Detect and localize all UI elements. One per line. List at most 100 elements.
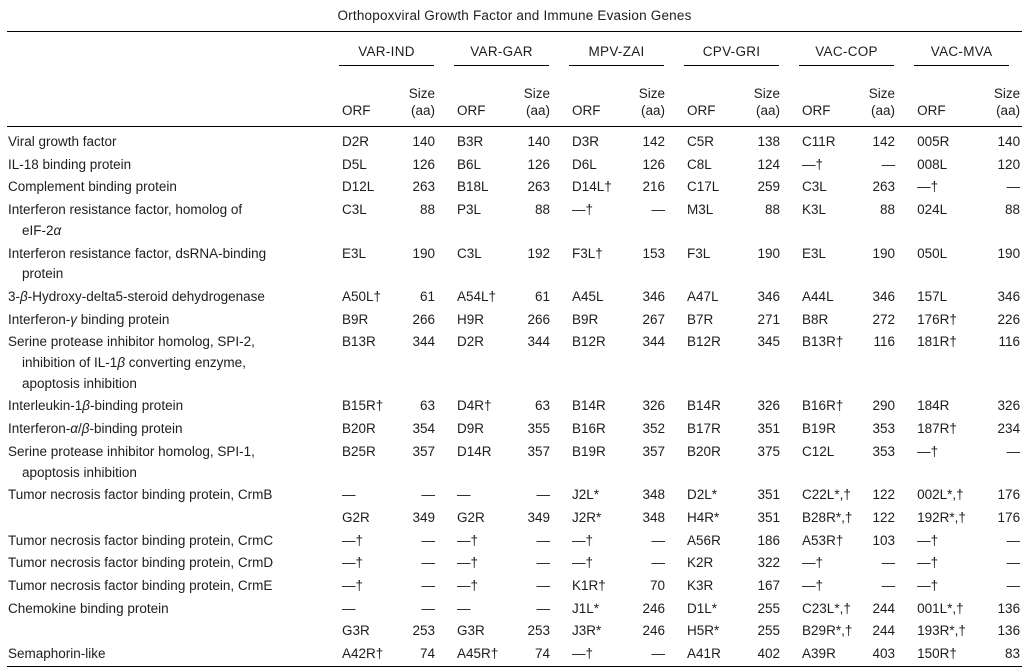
size-cell: 136 — [997, 623, 1021, 639]
orf-cell: B19R — [572, 443, 606, 459]
orf-cell: A41R — [687, 646, 721, 662]
orf-cell: B9R — [572, 311, 599, 327]
orf-cell: —† — [917, 532, 939, 548]
orf-cell: —† — [802, 578, 824, 594]
gene-column-header — [7, 32, 332, 68]
orf-cell: B25R — [342, 443, 376, 459]
orf-cell: 176R† — [917, 311, 957, 327]
orf-cell: C3L — [802, 179, 827, 195]
size-cell: 136 — [997, 600, 1021, 616]
size-cell: 103 — [872, 532, 896, 548]
orf-cell: B17R — [687, 421, 721, 437]
orf-cell: B15R† — [342, 398, 384, 414]
orf-cell: H4R* — [687, 509, 720, 525]
group-header-var-gar: VAR-GAR — [447, 32, 562, 68]
table-row: Tumor necrosis factor binding protein, C… — [7, 530, 1022, 553]
gene-name: Tumor necrosis factor binding protein, C… — [8, 487, 273, 503]
size-header: Size (aa) — [624, 67, 678, 127]
size-cell: — — [1006, 179, 1021, 195]
orf-cell: A45L — [572, 288, 604, 304]
orf-cell: B13R† — [802, 334, 844, 350]
orf-cell: 181R† — [917, 334, 957, 350]
table-row: Viral growth factor D2R 140 B3R 140 D3R 142 C5R… — [7, 127, 1022, 154]
size-cell: — — [536, 487, 551, 503]
size-cell: 375 — [757, 443, 781, 459]
orf-cell: —† — [342, 532, 364, 548]
orf-cell: A45R† — [457, 646, 499, 662]
orf-cell: B16R — [572, 421, 606, 437]
gene-name: IL-18 binding protein — [8, 156, 132, 172]
orf-cell: J2L* — [572, 487, 600, 503]
size-cell: — — [421, 578, 436, 594]
orf-cell: —† — [457, 578, 479, 594]
orf-cell: D14R — [457, 443, 492, 459]
orf-cell: —† — [457, 532, 479, 548]
orf-cell: B19R — [802, 421, 836, 437]
size-header: Size (aa) — [969, 67, 1023, 127]
orf-header: ORF — [792, 67, 855, 127]
size-cell: 344 — [527, 334, 551, 350]
gene-name: Tumor necrosis factor binding protein, C… — [8, 578, 273, 594]
size-cell: 120 — [997, 156, 1021, 172]
size-cell: — — [536, 555, 551, 571]
orf-cell: P3L — [457, 202, 482, 218]
size-cell: 357 — [412, 443, 436, 459]
size-cell: 88 — [880, 202, 896, 218]
group-header-cpv-gri: CPV-GRI — [677, 32, 792, 68]
size-cell: 322 — [757, 555, 781, 571]
size-cell: 142 — [642, 134, 666, 149]
size-cell: 88 — [419, 202, 436, 218]
size-cell: — — [536, 532, 551, 548]
orf-cell: J2R* — [572, 509, 602, 525]
size-cell: 61 — [535, 288, 551, 304]
size-cell: 344 — [642, 334, 666, 350]
size-cell: 402 — [757, 646, 781, 662]
orf-cell: D3R — [572, 134, 600, 149]
orf-cell: B9R — [342, 311, 369, 327]
size-cell: 346 — [872, 288, 896, 304]
size-cell: 263 — [872, 179, 896, 195]
gene-name: Interferon resistance factor, dsRNA-bind… — [8, 245, 267, 282]
sub-header-row: ORF Size (aa) ORF Size (aa) ORF Size (aa) O… — [7, 67, 1023, 127]
orf-cell: 001L*,† — [917, 600, 964, 616]
orf-cell: —† — [917, 443, 939, 459]
size-cell: 244 — [872, 600, 896, 616]
size-cell: 244 — [872, 623, 896, 639]
size-cell: — — [1006, 443, 1021, 459]
table-row: Tumor necrosis factor binding protein, C… — [7, 552, 1022, 575]
table-row: Interferon-α/β-binding protein B20R 354 D9R… — [7, 418, 1022, 441]
size-cell: 138 — [757, 134, 781, 149]
orf-cell: K3L — [802, 202, 827, 218]
table-row: G3R 253 G3R 253 J3R* 246 H5R* 255 B29R*,† 244 193R… — [7, 620, 1022, 643]
size-cell: — — [421, 600, 436, 616]
orf-cell: 150R† — [917, 646, 957, 662]
orf-cell: H9R — [457, 311, 485, 327]
table-row: IL-18 binding protein D5L 126 B6L 126 D6L 126 C… — [7, 154, 1022, 177]
size-cell: 266 — [412, 311, 436, 327]
size-cell: 234 — [997, 421, 1021, 437]
size-cell: 88 — [1005, 202, 1021, 218]
size-cell: — — [651, 532, 666, 548]
orf-cell: 050L — [917, 245, 948, 261]
size-cell: 186 — [757, 532, 781, 548]
size-cell: 349 — [527, 509, 551, 525]
orf-cell: C5R — [687, 134, 715, 149]
size-cell: 353 — [872, 443, 896, 459]
size-cell: 351 — [757, 509, 781, 525]
orf-header: ORF — [677, 67, 740, 127]
size-cell: 326 — [757, 398, 781, 414]
orf-cell: 184R — [917, 398, 950, 414]
size-cell: 346 — [642, 288, 666, 304]
size-cell: 116 — [998, 334, 1021, 350]
size-cell: 126 — [527, 156, 551, 172]
orf-cell: D6L — [572, 156, 597, 172]
orf-cell: B14R — [572, 398, 606, 414]
size-cell: 140 — [997, 134, 1021, 149]
size-cell: — — [421, 487, 436, 503]
size-cell: 190 — [412, 245, 436, 261]
genes-table: VAR-IND VAR-GAR MPV-ZAI CPV-GRI VAC-COP … — [7, 31, 1023, 667]
size-cell: 126 — [642, 156, 666, 172]
size-cell: 346 — [997, 288, 1021, 304]
size-cell: 403 — [872, 646, 896, 662]
table-row: Chemokine binding protein — — — — J1L* 246 D1L*… — [7, 598, 1022, 621]
